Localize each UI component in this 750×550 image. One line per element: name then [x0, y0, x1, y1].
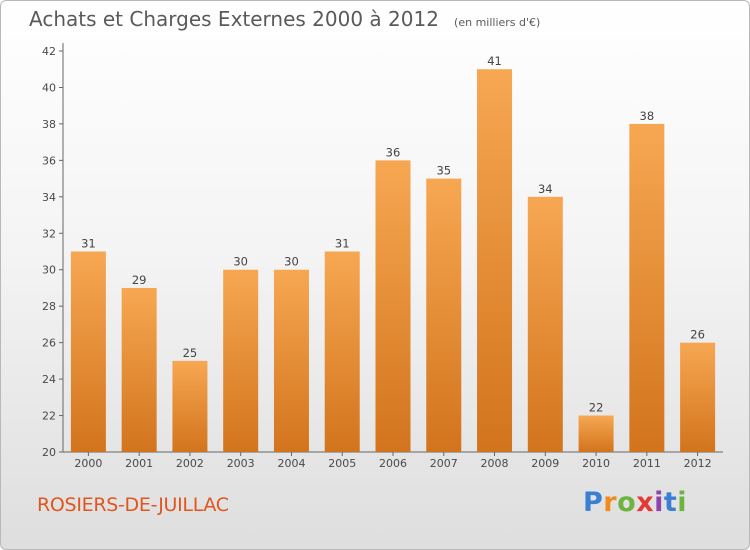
- x-tick-label: 2000: [74, 457, 102, 470]
- bar: [324, 251, 360, 452]
- x-tick-label: 2011: [633, 457, 661, 470]
- y-tick-label: 20: [42, 446, 56, 459]
- y-tick-label: 24: [42, 373, 56, 386]
- commune-name: ROSIERS-DE-JUILLAC: [37, 494, 229, 516]
- y-tick-label: 42: [42, 45, 56, 58]
- data-label: 31: [335, 237, 350, 251]
- logo-letter: o: [617, 487, 637, 518]
- proxiti-logo: Proxiti: [583, 487, 687, 518]
- x-tick-label: 2001: [125, 457, 153, 470]
- bar: [426, 178, 462, 452]
- y-tick-label: 32: [42, 227, 56, 240]
- x-tick-label: 2009: [531, 457, 559, 470]
- data-label: 22: [589, 401, 604, 415]
- y-tick-label: 30: [42, 264, 56, 277]
- y-tick-label: 26: [42, 337, 56, 350]
- bar: [172, 360, 208, 452]
- bar: [223, 269, 259, 452]
- logo-letter: r: [603, 487, 618, 518]
- data-label: 30: [233, 255, 248, 269]
- x-tick-label: 2010: [582, 457, 610, 470]
- data-label: 26: [690, 328, 705, 342]
- x-tick-label: 2007: [430, 457, 458, 470]
- logo-letter: i: [677, 487, 688, 518]
- y-tick-label: 38: [42, 118, 56, 131]
- logo-letter: t: [663, 487, 678, 518]
- data-label: 38: [640, 109, 655, 123]
- x-tick-label: 2003: [227, 457, 255, 470]
- x-tick-label: 2008: [481, 457, 509, 470]
- bar: [680, 342, 716, 452]
- bar: [527, 196, 563, 452]
- bar: [375, 160, 411, 452]
- data-label: 34: [538, 182, 553, 196]
- x-tick-label: 2012: [684, 457, 712, 470]
- chart-title: Achats et Charges Externes 2000 à 2012 (…: [29, 7, 540, 31]
- y-tick-label: 36: [42, 154, 56, 167]
- chart-unit: (en milliers d'€): [454, 16, 541, 29]
- bar: [477, 69, 513, 453]
- x-tick-label: 2002: [176, 457, 204, 470]
- data-label: 25: [183, 346, 198, 360]
- data-label: 30: [284, 255, 299, 269]
- x-tick-label: 2005: [328, 457, 356, 470]
- y-tick-label: 22: [42, 410, 56, 423]
- y-tick-label: 40: [42, 81, 56, 94]
- bar: [70, 251, 106, 452]
- data-label: 31: [81, 237, 96, 251]
- x-tick-label: 2004: [277, 457, 305, 470]
- data-label: 35: [436, 164, 451, 178]
- bar: [273, 269, 309, 452]
- logo-letter: x: [636, 487, 655, 518]
- bar: [578, 415, 614, 452]
- data-label: 29: [132, 273, 147, 287]
- chart-title-text: Achats et Charges Externes 2000 à 2012: [29, 7, 439, 31]
- bar: [629, 123, 665, 452]
- logo-letter: P: [583, 487, 604, 518]
- data-label: 41: [487, 54, 502, 68]
- y-tick-label: 28: [42, 300, 56, 313]
- bar: [121, 287, 157, 452]
- y-tick-label: 34: [42, 191, 56, 204]
- data-label: 36: [386, 145, 401, 159]
- logo-letter: i: [654, 487, 664, 518]
- x-tick-label: 2006: [379, 457, 407, 470]
